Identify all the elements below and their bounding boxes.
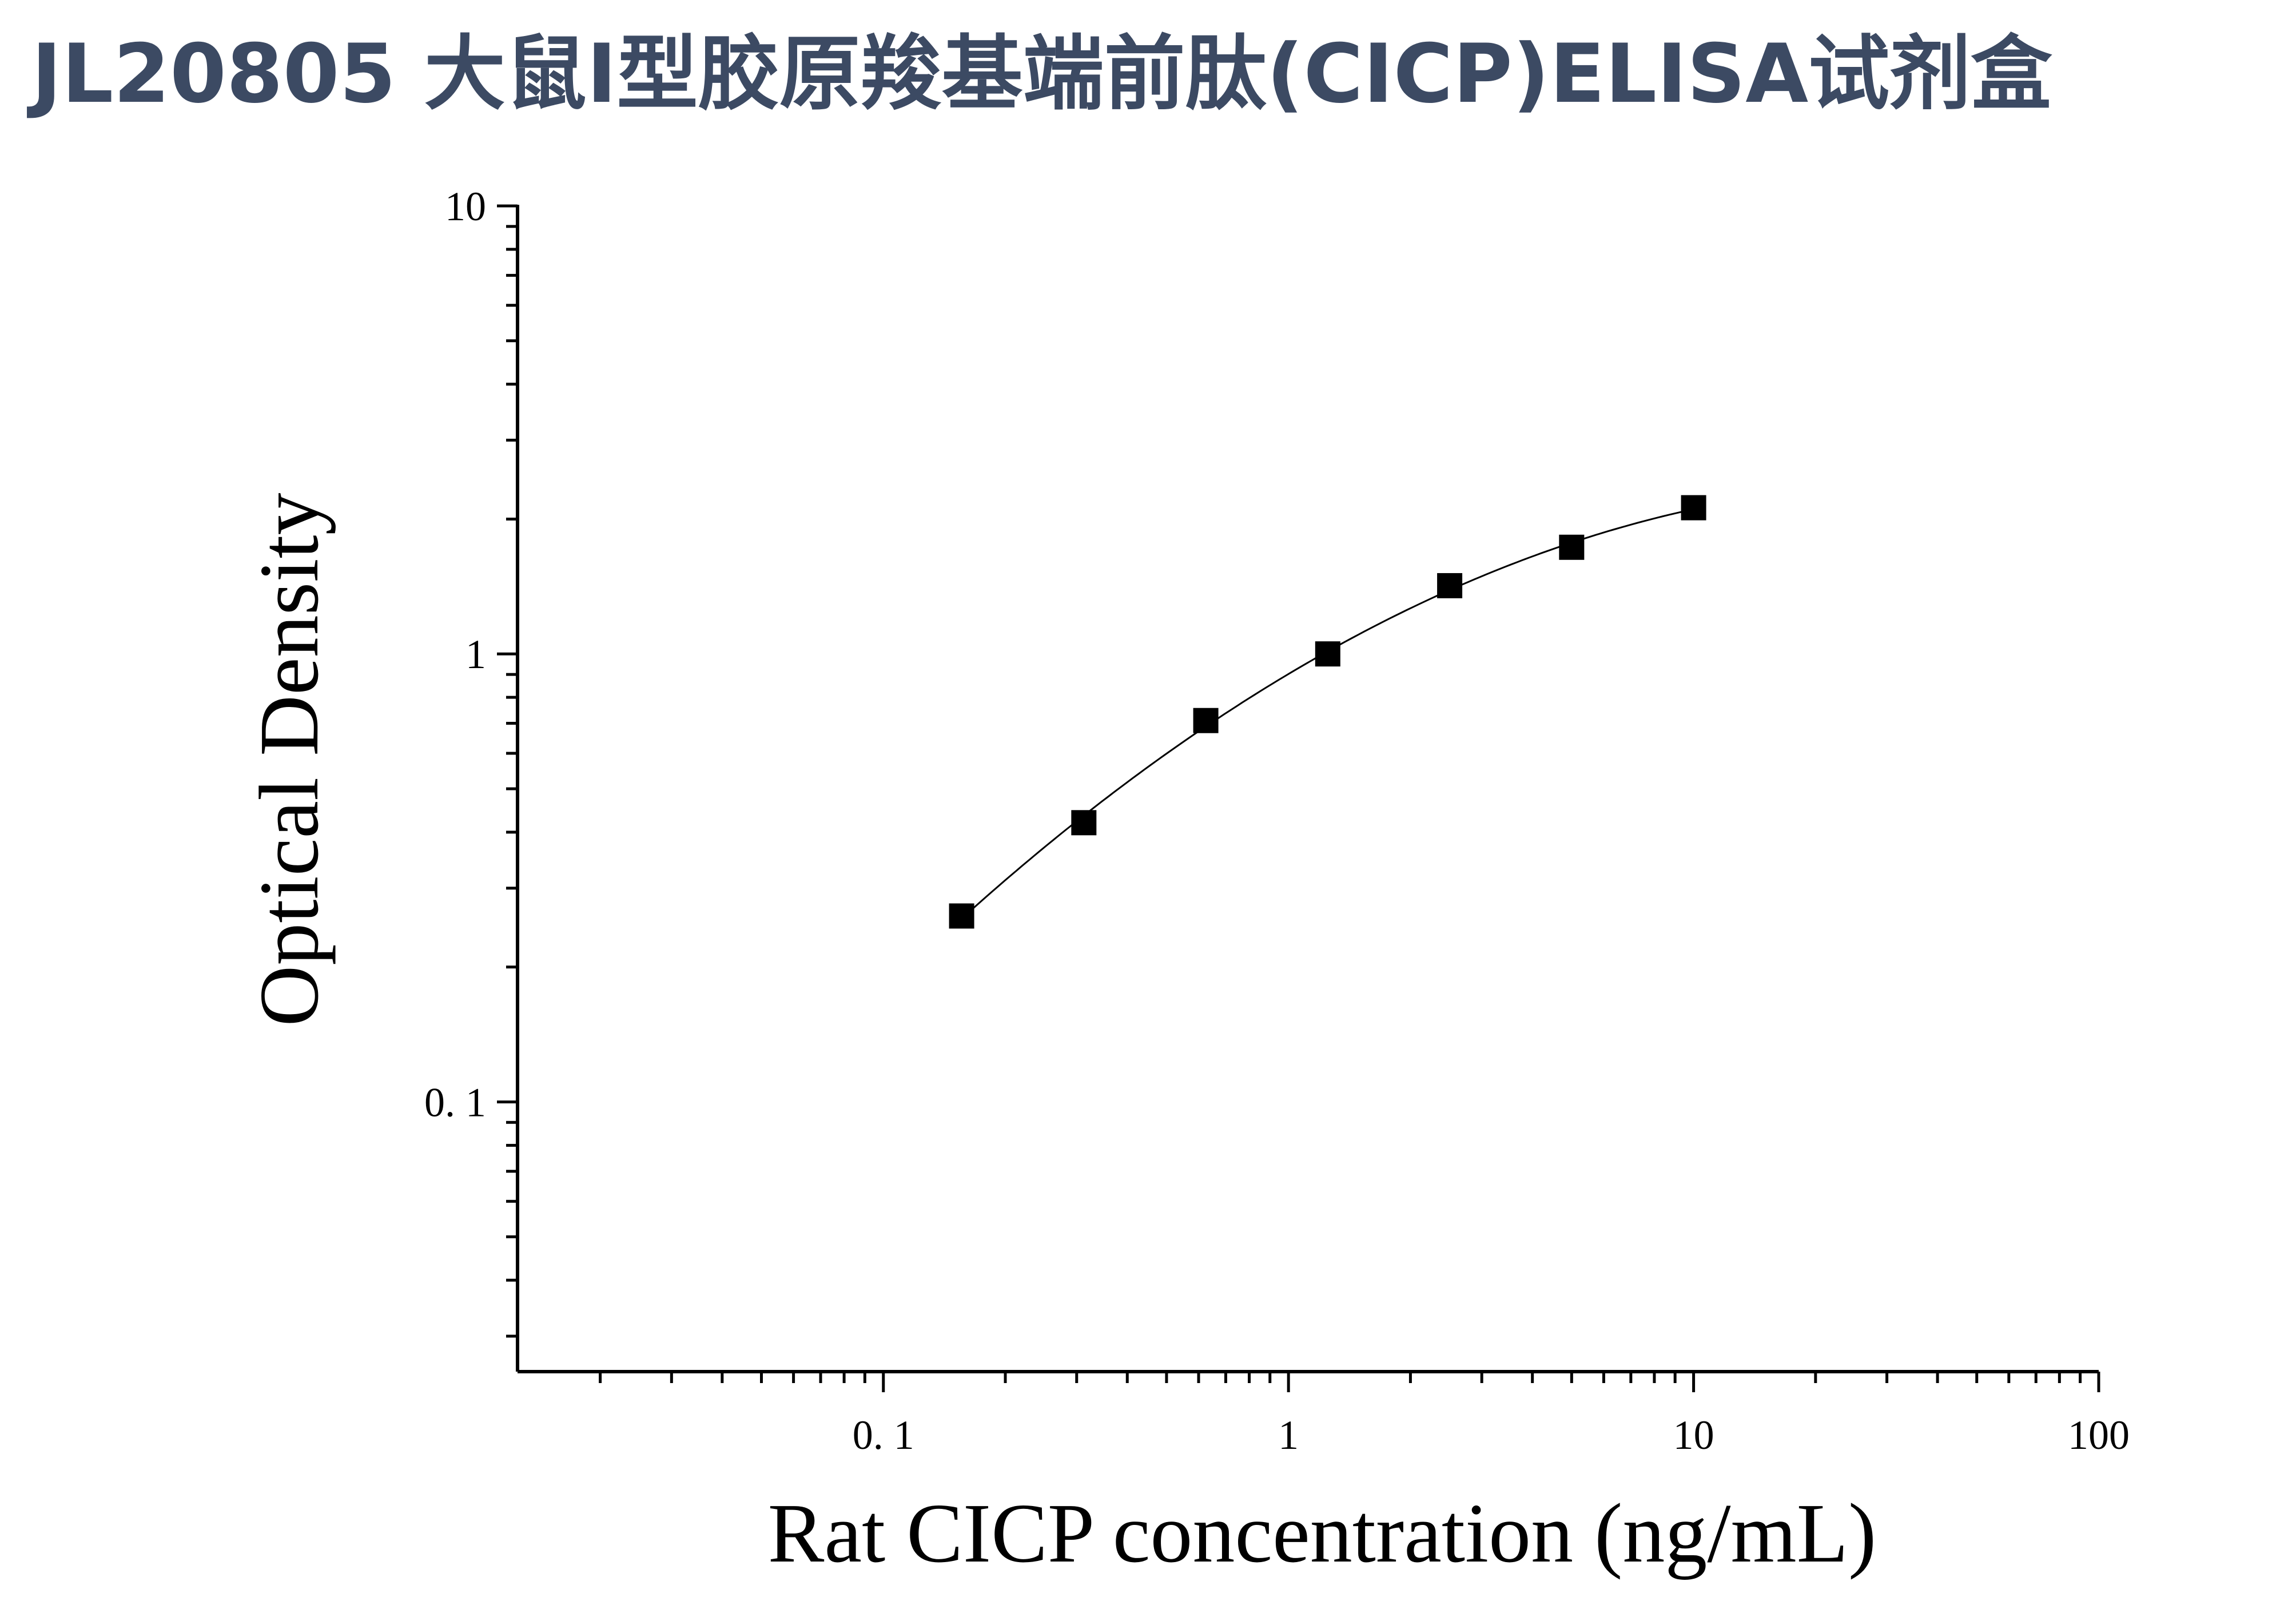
data-point	[1559, 534, 1585, 560]
x-tick-label: 0. 1	[853, 1412, 914, 1458]
data-point	[1315, 641, 1340, 667]
chart-title: JL20805 大鼠I型胶原羧基端前肽(CICP)ELISA试剂盒	[27, 27, 2052, 121]
data-point	[1071, 810, 1097, 836]
x-tick-label: 100	[2068, 1412, 2130, 1458]
fit-curve	[961, 508, 1694, 920]
x-tick-label: 10	[1673, 1412, 1714, 1458]
y-tick-label: 0. 1	[424, 1079, 486, 1125]
data-point	[1437, 573, 1463, 598]
data-point	[949, 903, 974, 929]
y-axis-label: Optical Density	[242, 492, 336, 1026]
x-axis-label: Rat CICP concentration (ng/mL)	[768, 1487, 1877, 1580]
y-tick-label: 10	[445, 184, 486, 229]
x-tick-label: 1	[1278, 1412, 1299, 1458]
y-tick-label: 1	[465, 631, 486, 677]
plot-area: 0. 1 1 10 100 10 1 0. 1	[424, 184, 2130, 1458]
data-point	[1193, 708, 1219, 733]
data-point	[1681, 495, 1706, 521]
